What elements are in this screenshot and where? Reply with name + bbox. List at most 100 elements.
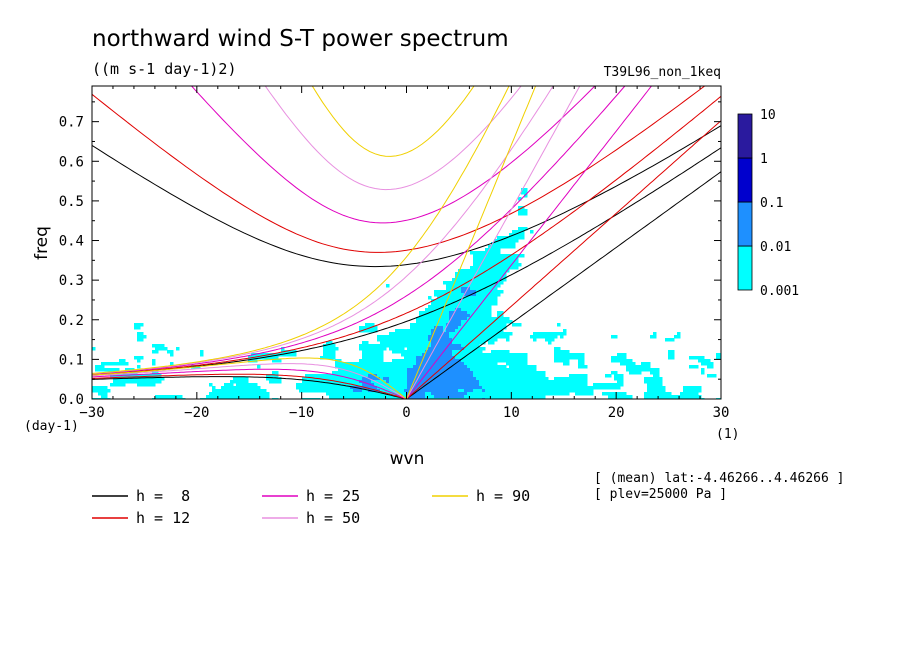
heat-cell [488, 269, 492, 273]
heat-cell [269, 377, 273, 381]
heat-cell [326, 341, 330, 345]
heat-cell [527, 383, 531, 387]
heat-cell [506, 362, 510, 366]
heat-cell [137, 365, 141, 369]
heat-cell [473, 317, 477, 321]
heat-cell [554, 359, 558, 363]
heat-cell [416, 317, 420, 321]
heat-cell [470, 317, 474, 321]
heat-cell [467, 371, 471, 375]
heat-cell [479, 275, 483, 279]
heat-cell [470, 296, 474, 300]
heat-cell [464, 389, 468, 393]
heat-cell [428, 362, 432, 366]
heat-cell [464, 332, 468, 336]
heat-cell [494, 269, 498, 273]
heat-cell [455, 359, 459, 363]
heat-cell [521, 191, 525, 195]
heat-cell [374, 362, 378, 366]
heat-cell [173, 395, 177, 399]
heat-cell [206, 395, 210, 399]
heat-cell [455, 383, 459, 387]
heat-cell [350, 365, 354, 369]
heat-cell [332, 383, 336, 387]
heat-cell [356, 362, 360, 366]
heat-cell [251, 383, 255, 387]
heat-cell [410, 350, 414, 354]
heat-cell [413, 395, 417, 399]
heat-cell [482, 314, 486, 318]
heat-cell [497, 380, 501, 384]
heat-cell [338, 368, 342, 372]
heat-cell [152, 383, 156, 387]
heat-cell [413, 353, 417, 357]
heat-cell [458, 383, 462, 387]
rossby-wave-curve [92, 373, 407, 399]
heat-cell [488, 329, 492, 333]
heat-cell [521, 236, 525, 240]
heat-cell [488, 281, 492, 285]
heat-cell [539, 389, 543, 393]
heat-cell [488, 341, 492, 345]
heat-cell [140, 374, 144, 378]
heat-cell [500, 374, 504, 378]
heat-cell [356, 392, 360, 396]
heat-cell [506, 377, 510, 381]
heat-cell [434, 377, 438, 381]
heat-cell [563, 386, 567, 390]
heat-cell [497, 371, 501, 375]
heat-cell [140, 338, 144, 342]
heat-cell [467, 359, 471, 363]
heat-cell [419, 383, 423, 387]
heat-cell [614, 374, 618, 378]
heat-cell [506, 260, 510, 264]
heat-cell [344, 365, 348, 369]
heat-cell [530, 392, 534, 396]
heat-cell [329, 374, 333, 378]
heat-cell [332, 380, 336, 384]
heat-cell [416, 380, 420, 384]
heat-cell [455, 362, 459, 366]
heat-cell [461, 317, 465, 321]
heat-cell [452, 341, 456, 345]
heat-cell [386, 374, 390, 378]
heat-cell [560, 383, 564, 387]
heat-cell [140, 383, 144, 387]
heat-cell [464, 311, 468, 315]
heat-cell [476, 371, 480, 375]
heat-cell [458, 290, 462, 294]
heat-cell [452, 326, 456, 330]
heat-cell [494, 275, 498, 279]
heat-cell [356, 368, 360, 372]
heat-cell [476, 377, 480, 381]
heat-cell [518, 362, 522, 366]
heat-cell [479, 362, 483, 366]
heat-cell [488, 356, 492, 360]
heat-cell [458, 368, 462, 372]
heat-cell [473, 299, 477, 303]
heat-cell [491, 365, 495, 369]
legend-label: h = 50 [306, 509, 360, 527]
heat-cell [485, 383, 489, 387]
heat-cell [584, 389, 588, 393]
heat-cell [461, 341, 465, 345]
heat-cell [401, 362, 405, 366]
heat-cell [491, 323, 495, 327]
heat-cell [428, 371, 432, 375]
heat-cell [407, 344, 411, 348]
heat-cell [353, 368, 357, 372]
heat-cell [425, 338, 429, 342]
heat-cell [557, 386, 561, 390]
heat-cell [626, 362, 630, 366]
heat-cell [470, 365, 474, 369]
heat-cell [503, 320, 507, 324]
heat-cell [272, 374, 276, 378]
heat-cell [533, 365, 537, 369]
heat-cell [134, 323, 138, 327]
heat-cell [467, 344, 471, 348]
heat-cell [122, 362, 126, 366]
heat-cell [419, 353, 423, 357]
heat-cell [539, 380, 543, 384]
heat-cell [620, 362, 624, 366]
heat-cell [524, 374, 528, 378]
